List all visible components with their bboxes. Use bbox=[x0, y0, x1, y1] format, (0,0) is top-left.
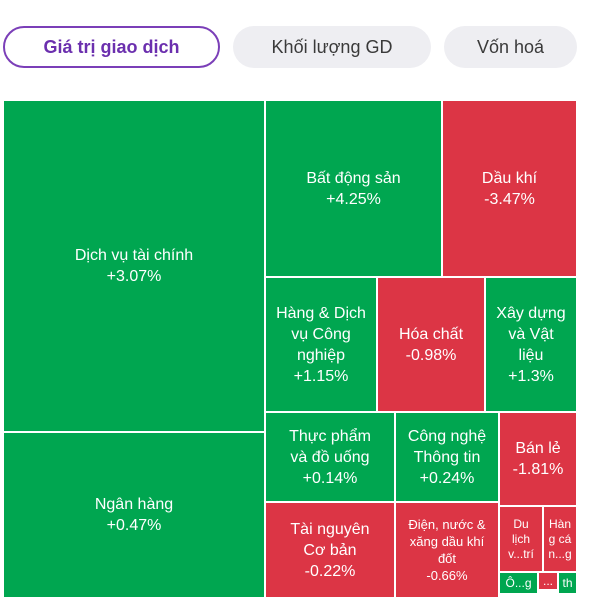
tile-change: -3.47% bbox=[484, 190, 535, 208]
tile-xay-dung-va-vat-lieu[interactable]: Xây dựng và Vật liệu +1.3% bbox=[485, 277, 577, 412]
tile-name: th bbox=[562, 575, 573, 590]
tab-khoi-luong-gd[interactable]: Khối lượng GD bbox=[233, 26, 431, 68]
tile-o-to[interactable]: Ô...g bbox=[499, 572, 538, 594]
tile-name: Tài nguyên Cơ bản bbox=[290, 520, 370, 559]
tile-bat-dong-san[interactable]: Bất động sản +4.25% bbox=[265, 100, 442, 277]
tile-dich-vu-tai-chinh[interactable]: Dịch vụ tài chính +3.07% bbox=[3, 100, 265, 432]
tile-name: Điện, nước & xăng dầu khí đốt bbox=[408, 517, 486, 566]
tile-name: Dầu khí bbox=[481, 169, 538, 187]
tile-du-lich-va-giai-tri[interactable]: Du lịch v...trí bbox=[499, 506, 543, 572]
tile-name: Bán lẻ bbox=[515, 440, 561, 457]
tab-von-hoa[interactable]: Vốn hoá bbox=[444, 26, 577, 68]
tile-small-sector-red[interactable]: ... bbox=[538, 572, 558, 590]
tile-tai-nguyen-co-ban[interactable]: Tài nguyên Cơ bản -0.22% bbox=[265, 502, 395, 598]
tile-change: -0.22% bbox=[304, 562, 356, 580]
tile-change: -0.98% bbox=[405, 346, 457, 364]
tile-thuc-pham-va-do-uong[interactable]: Thực phẩm và đồ uống +0.14% bbox=[265, 412, 395, 502]
tile-change: +0.24% bbox=[419, 469, 475, 487]
tile-small-sector-th[interactable]: th bbox=[558, 572, 577, 594]
tile-name: Ngân hàng bbox=[94, 496, 174, 513]
tile-hoa-chat[interactable]: Hóa chất -0.98% bbox=[377, 277, 485, 412]
tile-ban-le[interactable]: Bán lẻ -1.81% bbox=[499, 412, 577, 506]
tile-cong-nghe-thong-tin[interactable]: Công nghệ Thông tin +0.24% bbox=[395, 412, 499, 502]
tile-change: +1.3% bbox=[508, 367, 554, 385]
sector-treemap: Dịch vụ tài chính +3.07% Ngân hàng +0.47… bbox=[0, 98, 600, 600]
tile-name: ... bbox=[542, 573, 553, 588]
tile-name: Hóa chất bbox=[398, 325, 464, 343]
tile-change: +0.47% bbox=[106, 517, 162, 534]
tile-name: Xây dựng và Vật liệu bbox=[496, 304, 566, 364]
tab-gia-tri-giao-dich[interactable]: Giá trị giao dịch bbox=[3, 26, 220, 68]
tile-hang-ca-nhan-gia-dung[interactable]: Hàn g cá n...g bbox=[543, 506, 577, 572]
tile-change: +3.07% bbox=[106, 268, 162, 285]
tile-change: +0.14% bbox=[302, 469, 358, 487]
tile-name: Dịch vụ tài chính bbox=[74, 247, 194, 264]
tab-bar: Giá trị giao dịch Khối lượng GD Vốn hoá bbox=[0, 0, 600, 90]
tile-dau-khi[interactable]: Dầu khí -3.47% bbox=[442, 100, 577, 277]
tile-hang-dich-vu-cong-nghiep[interactable]: Hàng & Dịch vụ Công nghiệp +1.15% bbox=[265, 277, 377, 412]
tile-name: Hàn g cá n...g bbox=[548, 516, 572, 561]
tile-change: -1.81% bbox=[512, 461, 564, 478]
tile-change: +1.15% bbox=[293, 367, 349, 385]
tile-change: -0.66% bbox=[426, 568, 468, 583]
tile-name: Hàng & Dịch vụ Công nghiệp bbox=[276, 304, 366, 364]
tile-dien-nuoc-xang-dau-khi-dot[interactable]: Điện, nước & xăng dầu khí đốt -0.66% bbox=[395, 502, 499, 598]
tile-name: Ô...g bbox=[505, 575, 532, 590]
tile-name: Du lịch v...trí bbox=[508, 516, 534, 561]
tile-name: Bất động sản bbox=[306, 169, 401, 187]
tile-name: Công nghệ Thông tin bbox=[407, 427, 487, 466]
tile-change: +4.25% bbox=[326, 190, 381, 208]
tile-ngan-hang[interactable]: Ngân hàng +0.47% bbox=[3, 432, 265, 598]
tile-name: Thực phẩm và đồ uống bbox=[289, 427, 371, 466]
